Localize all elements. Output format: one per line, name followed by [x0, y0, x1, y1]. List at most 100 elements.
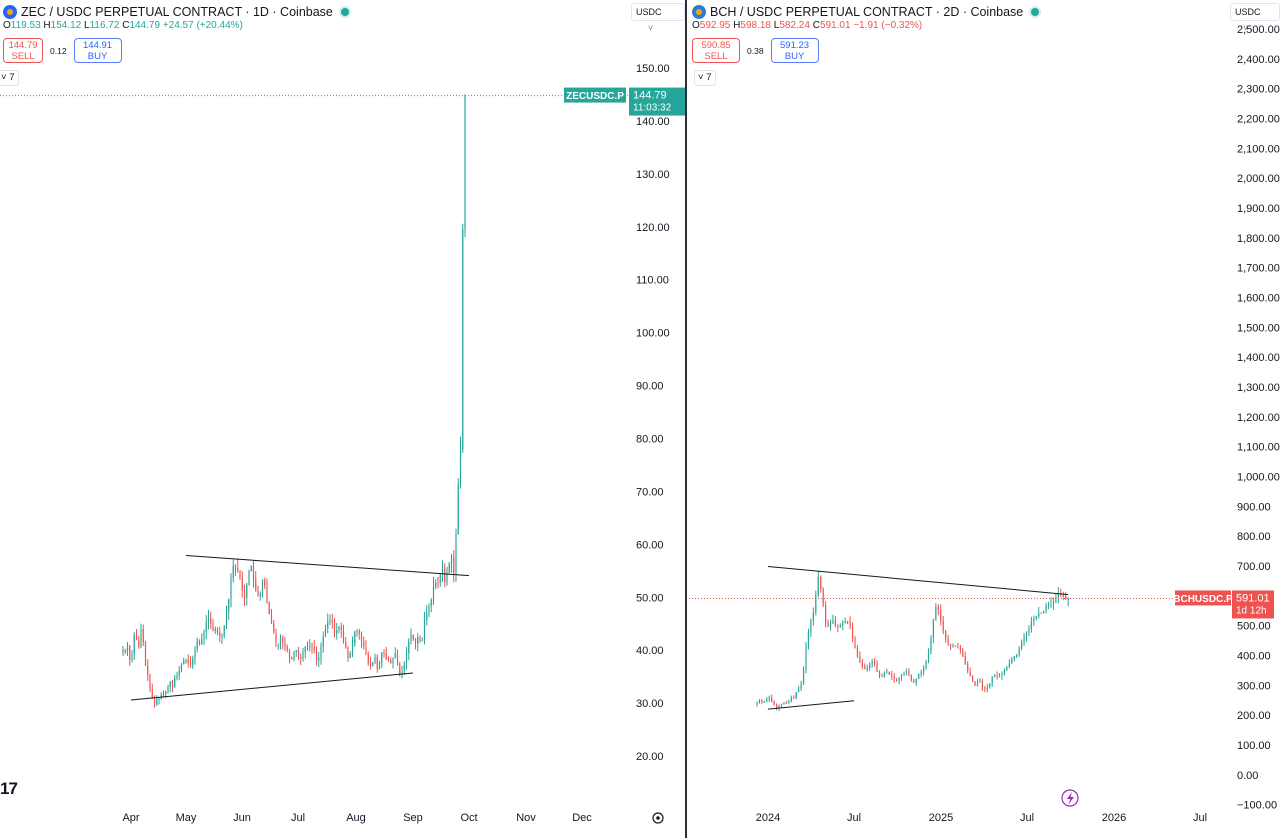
candle-body: [286, 646, 288, 650]
candle-body: [827, 622, 829, 627]
candle-body: [156, 698, 158, 705]
candle-body: [462, 229, 464, 450]
price-tag-value: 591.01: [1236, 592, 1270, 604]
indicators-toggle[interactable]: ˅ 7: [0, 70, 19, 86]
y-tick-label: 70.00: [636, 486, 664, 498]
trendline: [767, 566, 1069, 596]
chart-pane-zec[interactable]: 150.00 140.00 130.00 120.00 110.00 100.00 90.0…: [0, 0, 687, 838]
candle-body: [205, 622, 207, 632]
candle-body: [798, 688, 800, 693]
indicators-toggle[interactable]: ˅ 7: [694, 70, 716, 86]
candle-body: [900, 674, 903, 679]
candle-body: [410, 634, 412, 642]
candle-body: [142, 629, 144, 643]
candle-body: [331, 620, 333, 623]
candle-body: [252, 566, 255, 580]
candle-body: [246, 585, 248, 598]
candle-body: [315, 650, 318, 661]
indicator-count: 7: [9, 72, 15, 83]
y-tick-label: 1,200.00: [1237, 412, 1280, 424]
candle-body: [417, 637, 419, 644]
candle-body: [976, 682, 979, 686]
candle-body: [464, 95, 466, 230]
symbol-title[interactable]: ZEC / USDC PERPETUAL CONTRACT · 1D · Coi…: [21, 5, 333, 19]
candle-body: [320, 646, 322, 658]
chart-pane-bch[interactable]: 2,500.00 2,400.00 2,300.00 2,200.00 2,100.00…: [689, 0, 1280, 838]
candle-body: [347, 647, 349, 659]
x-tick-label: Apr: [122, 812, 139, 824]
x-tick-label: 2025: [929, 812, 953, 824]
candle-body: [250, 566, 252, 572]
candle-body: [151, 689, 153, 698]
symbol-title[interactable]: BCH / USDC PERPETUAL CONTRACT · 2D · Coi…: [710, 5, 1024, 19]
candle-body: [266, 586, 268, 603]
candle-body: [935, 606, 937, 620]
candle-body: [126, 645, 129, 653]
y-tick-label: 1,900.00: [1237, 203, 1280, 215]
candle-body: [773, 701, 775, 705]
sell-button[interactable]: 144.79 SELL: [3, 38, 43, 63]
y-tick-label: 2,200.00: [1237, 113, 1280, 125]
y-tick-label: 700.00: [1237, 561, 1271, 573]
candle-body: [829, 623, 832, 627]
candle-body: [196, 641, 198, 650]
candle-body: [974, 681, 976, 686]
ohlc-values: O119.53 H154.12 L116.72 C144.79 +24.57 (…: [3, 20, 243, 31]
candle-body: [268, 602, 270, 615]
candle-body: [432, 586, 435, 600]
currency-selector[interactable]: USDC ˅: [1230, 3, 1280, 33]
candle-body: [942, 621, 944, 632]
candle-body: [822, 588, 824, 605]
candle-body: [815, 595, 817, 613]
chevron-down-icon: ˅: [698, 72, 704, 83]
candle-body: [349, 653, 351, 659]
lightning-icon: [1061, 789, 1079, 807]
candle-body: [408, 641, 410, 654]
candle-body: [839, 625, 841, 628]
symbol-header[interactable]: BCH / USDC PERPETUAL CONTRACT · 2D · Coi…: [689, 3, 1040, 21]
buy-label: BUY: [87, 51, 108, 62]
chevron-down-icon: ˅: [648, 23, 654, 33]
candle-body: [295, 650, 297, 653]
candle-body: [785, 702, 787, 704]
candle-body: [194, 649, 196, 659]
candle-body: [158, 698, 160, 700]
y-tick-label: 300.00: [1237, 680, 1271, 692]
low-value: 582.24: [779, 20, 810, 31]
candle-body: [800, 683, 802, 689]
buy-button[interactable]: 144.91 BUY: [73, 38, 122, 63]
symbol-header[interactable]: ZEC / USDC PERPETUAL CONTRACT · 1D · Coi…: [0, 3, 349, 21]
candle-body: [964, 655, 966, 665]
candle-body: [178, 670, 180, 676]
candle-body: [291, 657, 293, 660]
candle-body: [277, 643, 279, 645]
close-label: C: [812, 20, 820, 31]
zec-chart-canvas[interactable]: 150.00 140.00 130.00 120.00 110.00 100.00 90.0…: [0, 0, 685, 838]
candle-body: [138, 639, 140, 648]
high-value: 154.12: [50, 20, 82, 31]
currency-selector[interactable]: USDC ˅: [631, 3, 685, 33]
candle-body: [275, 632, 277, 644]
candle-body: [1065, 596, 1067, 600]
y-tick-label: 1,700.00: [1237, 263, 1280, 275]
tradingview-logo[interactable]: 17: [0, 779, 18, 798]
candle-body: [338, 626, 340, 631]
candle-body: [354, 631, 356, 644]
y-tick-label: 900.00: [1237, 501, 1271, 513]
candle-body: [851, 626, 854, 639]
sell-button[interactable]: 590.85 SELL: [692, 38, 740, 63]
candle-body: [1050, 603, 1052, 605]
bch-chart-canvas[interactable]: 2,500.00 2,400.00 2,300.00 2,200.00 2,100.00…: [689, 0, 1280, 838]
candle-body: [210, 617, 212, 624]
candle-body: [1013, 656, 1015, 659]
buy-button[interactable]: 591.23 BUY: [770, 38, 819, 63]
candle-body: [898, 678, 900, 681]
candle-body: [807, 632, 810, 647]
low-label: L: [84, 20, 90, 31]
y-tick-label: 50.00: [636, 592, 664, 604]
symbol-tag-bg: [1175, 590, 1231, 606]
candle-body: [453, 558, 455, 573]
candle-body: [913, 679, 915, 683]
candle-body: [426, 612, 428, 620]
candle-body: [994, 675, 996, 677]
